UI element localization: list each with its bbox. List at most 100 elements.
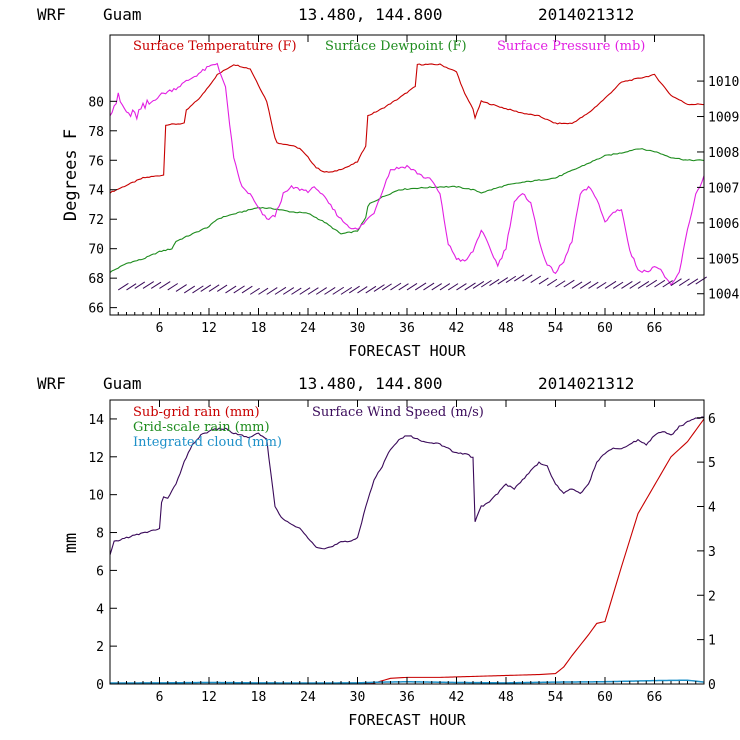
x-tick-label: 48 [498,690,514,705]
top-panel: WRF Guam 13.480, 144.800 2014021312 6 12 1… [37,5,739,360]
x-tick-label: 36 [399,321,415,336]
wind-barb [637,280,650,289]
top-x-axis-title: FORECAST HOUR [348,342,466,360]
y-tick-label: 6 [96,564,104,579]
wind-barb [612,281,624,289]
y-tick-label: 68 [88,272,104,287]
y-tick-label: 0 [96,678,104,693]
wind-barb [546,278,558,286]
x-tick-label: 12 [201,690,217,705]
wind-barb [654,279,666,288]
wind-barb [381,283,392,291]
y2-tick-label: 1 [708,634,716,649]
y-tick-label: 80 [88,95,104,110]
wind-barb [414,282,427,291]
x-tick-label: 42 [449,690,465,705]
top-y2-ticks: 1004 1005 1006 1007 1008 1009 1010 [697,75,739,303]
wind-barb [340,286,353,295]
wind-barb [365,285,377,294]
bottom-header-model: WRF [37,374,66,393]
legend-integrated-cloud: Integrated cloud (mm) [133,435,282,450]
x-tick-label: 6 [156,690,164,705]
wind-barb [332,286,345,295]
wind-barb [390,282,402,291]
bottom-y-ticks: 0 2 4 6 8 10 12 14 [88,413,117,693]
legend-gridscale-rain: Grid-scale rain (mm) [133,420,270,435]
x-tick-label: 66 [647,321,663,336]
series-line-sub-grid-rain-mm [110,418,705,685]
wind-barb [258,287,269,295]
wind-barb [159,281,171,289]
wind-barb [629,281,641,289]
y2-tick-label: 1007 [708,181,739,196]
top-header-location: Guam [103,5,142,24]
y2-tick-label: 1004 [708,288,739,303]
wind-barb [530,275,542,283]
wind-barb [670,278,682,286]
y-tick-label: 10 [88,489,104,504]
wind-barb [645,279,658,288]
y2-tick-label: 2 [708,589,716,604]
top-x-ticks: 6 12 18 24 30 36 42 48 54 60 66 [117,35,697,336]
wind-barb [423,282,435,291]
x-tick-label: 6 [156,321,164,336]
wind-barb [563,279,575,288]
wind-barb [464,282,476,291]
y-tick-label: 4 [96,602,104,617]
wind-barb [480,279,492,288]
wind-barb [216,284,228,292]
legend-surface-wind-speed: Surface Wind Speed (m/s) [312,405,484,420]
x-tick-label: 12 [201,321,217,336]
y-tick-label: 76 [88,154,104,169]
y2-tick-label: 3 [708,545,716,560]
x-tick-label: 18 [251,690,267,705]
wind-barb [307,287,319,295]
y-tick-label: 2 [96,640,104,655]
wind-barb [233,285,245,294]
wind-barb [406,283,418,291]
bottom-panel: WRF Guam 13.480, 144.800 2014021312 6 12 1… [37,374,716,729]
bottom-series-group [109,416,705,685]
series-line-surface-dewpoint-f [109,148,705,274]
bottom-y-axis-title: mm [61,533,81,553]
bottom-header-init: 2014021312 [538,374,634,393]
x-tick-label: 30 [350,690,366,705]
y2-tick-label: 5 [708,456,716,471]
y-tick-label: 66 [88,302,104,317]
wind-barb [497,277,509,285]
wind-barb [357,286,368,294]
wind-barb [200,284,212,292]
top-header-init: 2014021312 [538,5,634,24]
y2-tick-label: 0 [708,678,716,693]
y2-tick-label: 6 [708,412,716,427]
top-header-coords: 13.480, 144.800 [298,5,443,24]
y-tick-label: 78 [88,125,104,140]
legend-subgrid-rain: Sub-grid rain (mm) [133,405,260,420]
series-line-surface-pressure-mb [109,62,705,287]
wind-barb [150,281,162,289]
x-tick-label: 18 [251,321,267,336]
wind-barb [299,287,311,295]
wind-barb [225,285,237,294]
wind-barb [687,278,699,286]
legend-surface-pressure: Surface Pressure (mb) [497,39,645,54]
wind-barb [678,278,690,286]
x-tick-label: 66 [647,690,663,705]
wind-barb [315,287,327,295]
wind-barb [456,283,467,291]
x-tick-label: 60 [597,690,613,705]
wind-barb [324,287,336,295]
wind-barb [621,281,633,289]
wind-barb [126,283,137,291]
y-tick-label: 74 [88,184,104,199]
bottom-x-ticks: 6 12 18 24 30 36 42 48 54 60 66 [117,400,697,705]
top-y-ticks: 66 68 70 72 74 76 78 80 [88,95,117,317]
x-tick-label: 30 [350,321,366,336]
bottom-y2-ticks: 0 1 2 3 4 5 6 [697,412,716,693]
x-tick-label: 54 [548,690,564,705]
wind-barb [208,284,220,292]
wind-barb [348,285,360,294]
y-tick-label: 14 [88,413,104,428]
series-line-surface-temperature-f [109,63,705,194]
